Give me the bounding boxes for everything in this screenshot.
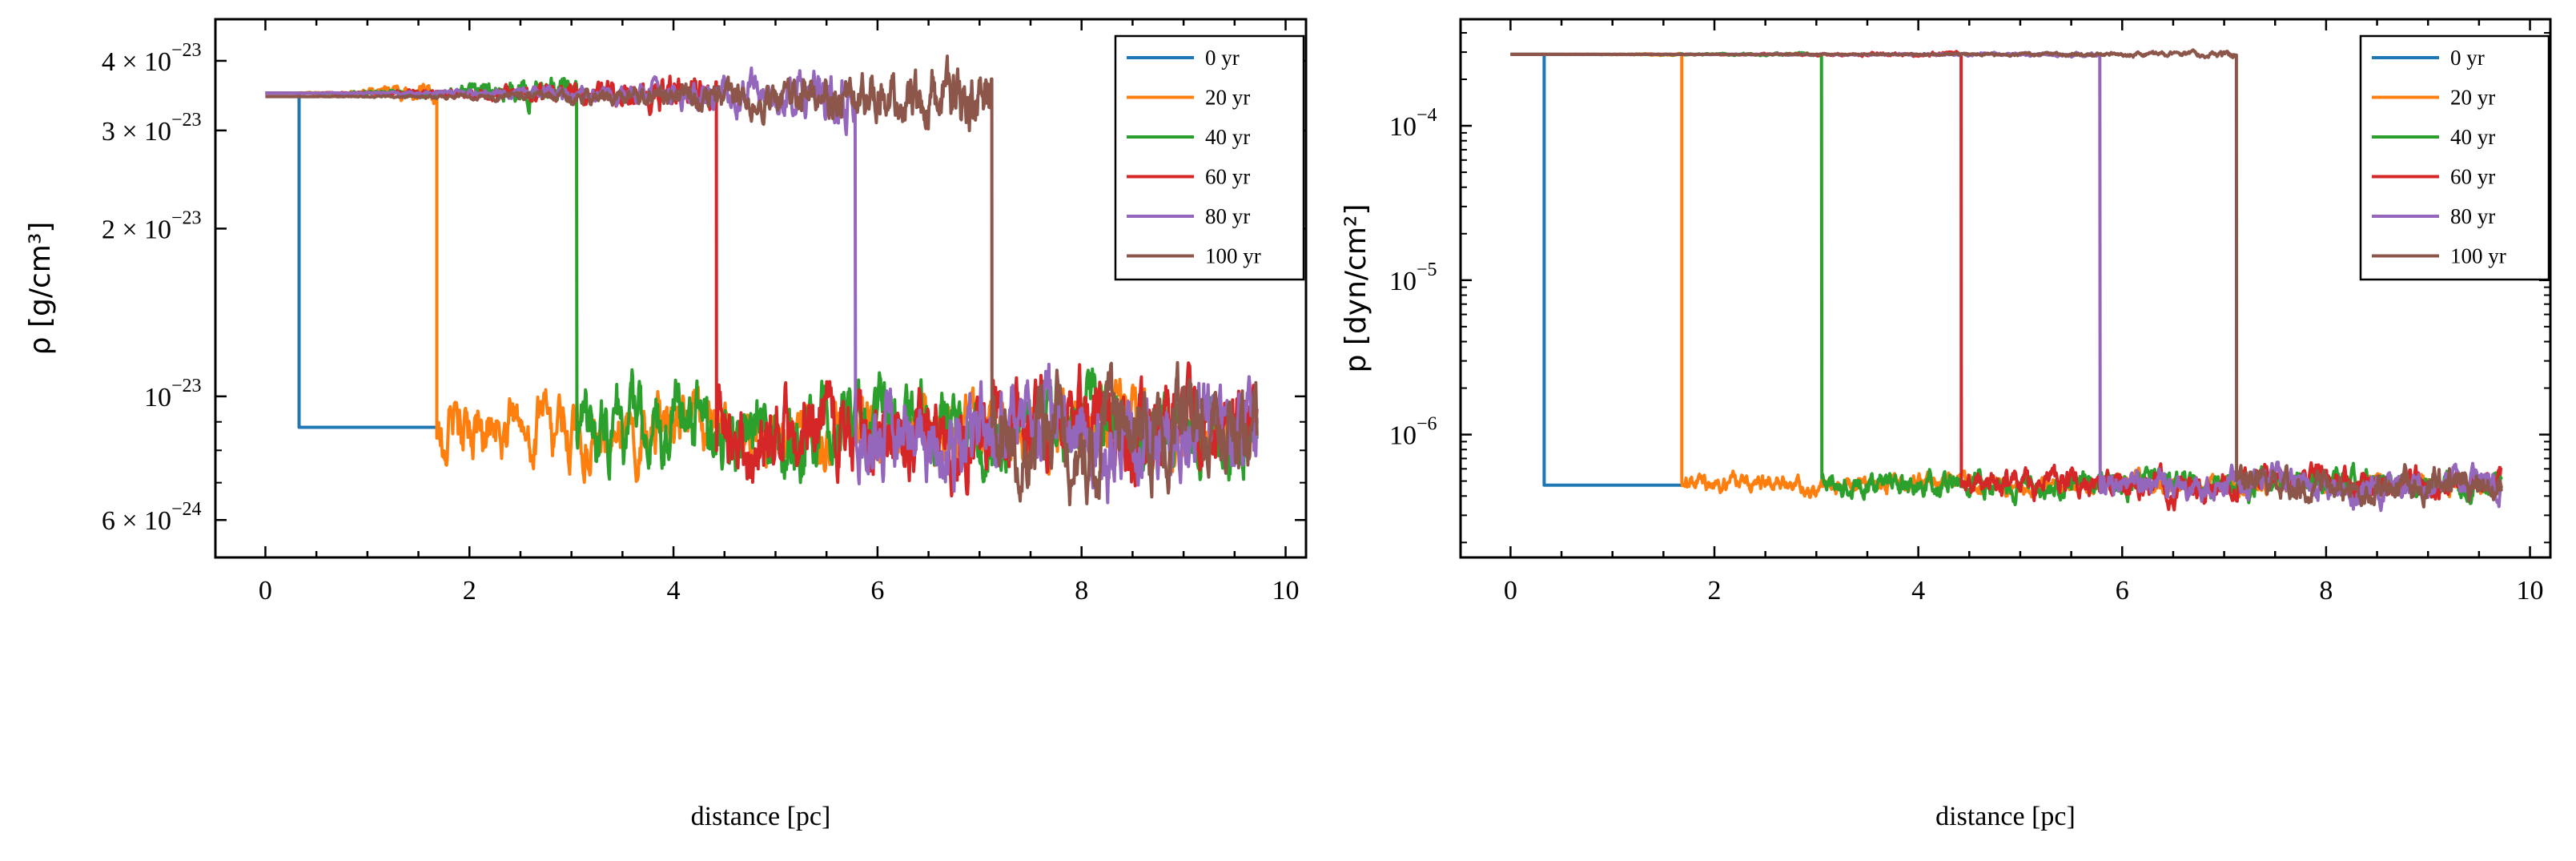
series-line-100-yr — [1509, 48, 2503, 509]
y-axis-label: p [dyn/cm²] — [1340, 204, 1372, 373]
legend-label: 80 yr — [1205, 204, 1250, 228]
legend-label: 40 yr — [2450, 125, 2495, 149]
legend: 0 yr 20 yr 40 yr 60 yr 80 yr 100 yr — [1114, 34, 1305, 281]
y-tick-label-exponent: −24 — [171, 499, 202, 520]
y-tick-label-exponent: −23 — [171, 376, 202, 396]
series-group — [264, 54, 1259, 507]
series-line-20-yr — [1509, 51, 2503, 500]
legend-label: 20 yr — [1205, 86, 1250, 110]
y-tick-label: 10 — [1389, 421, 1417, 451]
y-tick-label-exponent: −23 — [171, 110, 202, 131]
legend-box — [2359, 34, 2550, 281]
series-line-100-yr — [264, 54, 1259, 507]
legend-box — [1114, 34, 1305, 281]
legend-label: 100 yr — [2450, 244, 2506, 268]
y-tick-label: 10 — [1389, 267, 1417, 296]
y-axis-label: ρ [g/cm³] — [24, 222, 57, 356]
y-tick-label: 3 × 10 — [102, 117, 171, 147]
x-tick-label: 8 — [2319, 576, 2333, 606]
x-tick-label: 2 — [1708, 576, 1722, 606]
legend-label: 0 yr — [2450, 46, 2485, 70]
x-tick-label: 4 — [667, 576, 681, 606]
legend-label: 60 yr — [2450, 165, 2495, 189]
axes-frame — [214, 18, 1308, 559]
series-line-60-yr — [1509, 50, 2503, 512]
series-line-0-yr — [264, 91, 438, 429]
y-tick-label-exponent: −6 — [1417, 414, 1437, 435]
y-tick-label: 10 — [1389, 112, 1417, 142]
series-line-40-yr — [1509, 50, 2503, 507]
x-tick-label: 10 — [1272, 576, 1300, 606]
legend-label: 0 yr — [1205, 46, 1240, 70]
legend-label: 100 yr — [1205, 244, 1261, 268]
x-tick-label: 4 — [1911, 576, 1925, 606]
y-tick-label-exponent: −5 — [1417, 260, 1437, 280]
legend-label: 80 yr — [2450, 204, 2495, 228]
x-tick-label: 0 — [259, 576, 272, 606]
series-line-0-yr — [1509, 52, 1683, 487]
x-tick-label: 0 — [1504, 576, 1517, 606]
y-tick-label: 6 × 10 — [102, 506, 171, 536]
y-tick-label-exponent: −4 — [1417, 105, 1437, 126]
legend: 0 yr 20 yr 40 yr 60 yr 80 yr 100 yr — [2359, 34, 2550, 281]
legend-label: 40 yr — [1205, 125, 1250, 149]
y-tick-label: 10 — [144, 383, 171, 412]
series-line-80-yr — [1509, 50, 2503, 513]
x-tick-label: 6 — [870, 576, 884, 606]
axes-frame — [1459, 18, 2552, 559]
y-tick-label: 4 × 10 — [102, 47, 171, 77]
legend-label: 20 yr — [2450, 86, 2495, 110]
y-tick-label: 2 × 10 — [102, 215, 171, 244]
x-tick-label: 6 — [2116, 576, 2129, 606]
series-group — [1509, 48, 2503, 513]
legend-label: 60 yr — [1205, 165, 1250, 189]
x-axis-label: distance [pc] — [1935, 802, 2076, 831]
x-axis-label: distance [pc] — [691, 802, 831, 831]
y-tick-label-exponent: −23 — [171, 40, 202, 61]
x-tick-label: 8 — [1075, 576, 1088, 606]
x-tick-label: 2 — [463, 576, 476, 606]
y-tick-label-exponent: −23 — [171, 207, 202, 228]
x-tick-label: 10 — [2517, 576, 2544, 606]
